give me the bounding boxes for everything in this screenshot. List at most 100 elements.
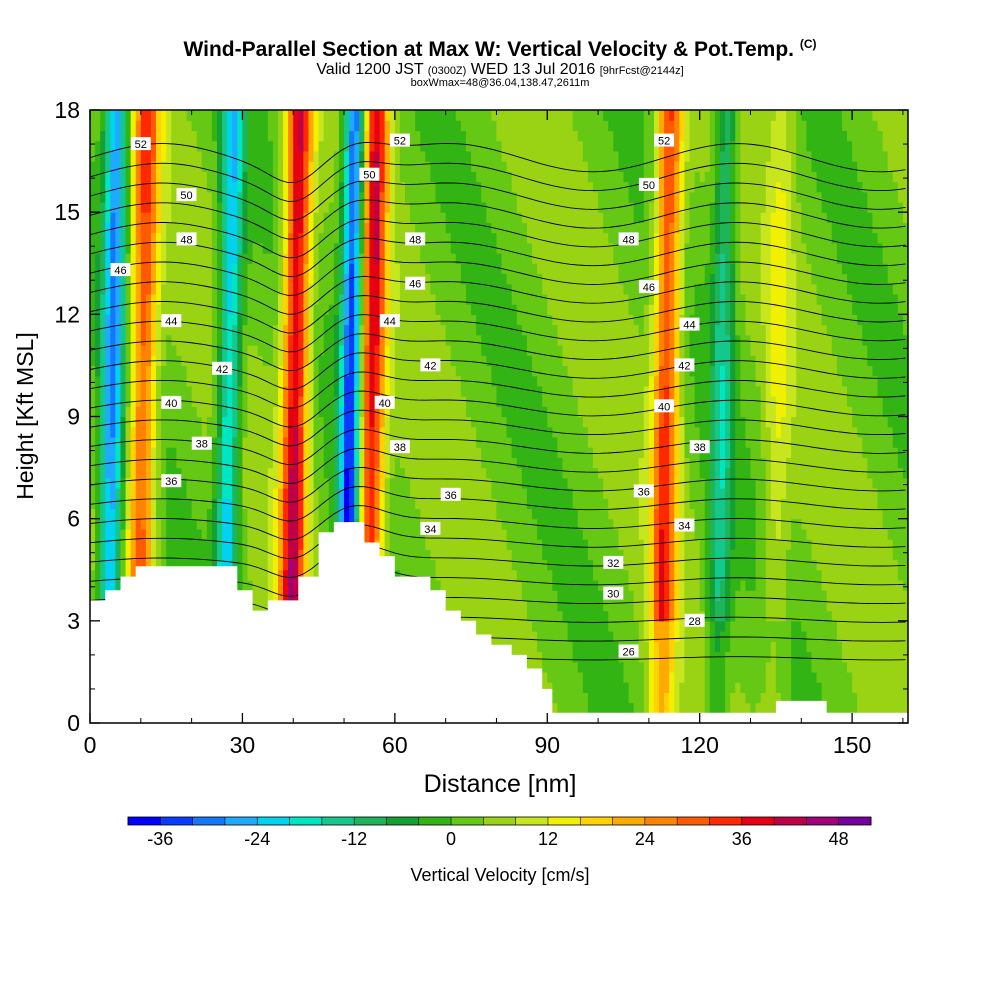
velocity-cell	[217, 273, 223, 285]
velocity-cell	[410, 406, 416, 418]
velocity-cell	[374, 508, 381, 520]
velocity-cell	[465, 447, 472, 458]
velocity-cell	[338, 467, 345, 479]
velocity-cell	[389, 304, 396, 315]
velocity-cell	[450, 242, 457, 254]
velocity-cell	[364, 273, 371, 285]
velocity-cell	[425, 477, 432, 489]
velocity-cell	[115, 283, 122, 295]
velocity-cell	[115, 375, 122, 387]
velocity-cell	[425, 232, 432, 244]
velocity-cell	[186, 365, 193, 377]
velocity-cell	[486, 110, 492, 121]
velocity-cell	[333, 222, 340, 234]
velocity-cell	[344, 447, 350, 458]
velocity-cell	[349, 283, 355, 295]
velocity-cell	[374, 447, 381, 458]
velocity-cell	[481, 120, 487, 132]
velocity-cell	[100, 344, 106, 356]
velocity-cell	[217, 406, 223, 418]
velocity-cell	[318, 508, 325, 520]
velocity-cell	[410, 447, 416, 458]
velocity-cell	[242, 232, 249, 244]
velocity-cell	[313, 396, 320, 407]
velocity-cell	[450, 304, 457, 315]
velocity-cell	[333, 406, 340, 418]
velocity-cell	[140, 334, 147, 346]
velocity-cell	[344, 467, 350, 479]
velocity-cell	[323, 508, 330, 520]
velocity-cell	[481, 140, 487, 152]
velocity-cell	[211, 293, 218, 305]
velocity-cell	[333, 314, 340, 326]
velocity-cell	[506, 457, 513, 469]
velocity-cell	[328, 355, 335, 367]
velocity-cell	[105, 498, 111, 510]
velocity-cell	[496, 528, 503, 540]
velocity-cell	[308, 477, 315, 489]
velocity-cell	[435, 232, 442, 244]
velocity-cell	[166, 273, 172, 285]
velocity-cell	[267, 467, 274, 479]
velocity-cell	[491, 181, 498, 193]
velocity-cell	[161, 467, 167, 479]
velocity-cell	[338, 375, 345, 387]
velocity-cell	[313, 569, 320, 581]
velocity-cell	[206, 549, 213, 561]
velocity-cell	[481, 161, 487, 172]
velocity-cell	[506, 579, 513, 591]
velocity-cell	[196, 242, 203, 254]
velocity-cell	[440, 457, 447, 469]
velocity-cell	[333, 498, 340, 510]
velocity-cell	[471, 201, 477, 213]
velocity-cell	[496, 150, 503, 162]
velocity-cell	[262, 528, 269, 540]
velocity-cell	[425, 130, 432, 142]
velocity-cell	[288, 396, 294, 407]
velocity-cell	[95, 396, 101, 407]
velocity-cell	[145, 365, 152, 377]
velocity-cell	[267, 201, 274, 213]
velocity-cell	[369, 508, 376, 520]
velocity-cell	[150, 488, 157, 499]
velocity-cell	[166, 253, 172, 264]
velocity-cell	[379, 528, 386, 540]
velocity-cell	[303, 365, 310, 377]
velocity-cell	[496, 191, 503, 203]
velocity-cell	[100, 549, 106, 561]
velocity-cell	[460, 518, 467, 530]
velocity-cell	[486, 324, 492, 336]
velocity-cell	[135, 559, 142, 571]
velocity-cell	[389, 375, 396, 387]
velocity-cell	[100, 590, 106, 601]
velocity-cell	[465, 242, 472, 254]
velocity-cell	[430, 201, 437, 213]
velocity-cell	[186, 467, 193, 479]
velocity-cell	[257, 396, 264, 407]
velocity-cell	[150, 344, 157, 356]
velocity-cell	[181, 181, 188, 193]
velocity-cell	[450, 283, 457, 295]
velocity-cell	[252, 579, 259, 591]
velocity-cell	[486, 508, 492, 520]
velocity-cell	[95, 314, 101, 326]
velocity-cell	[140, 130, 147, 142]
velocity-cell	[344, 324, 350, 336]
velocity-cell	[217, 539, 223, 550]
velocity-cell	[262, 477, 269, 489]
velocity-cell	[369, 161, 376, 172]
velocity-cell	[130, 365, 137, 377]
velocity-cell	[237, 488, 244, 499]
velocity-cell	[420, 334, 426, 346]
velocity-cell	[455, 385, 462, 397]
velocity-cell	[95, 549, 101, 561]
velocity-cell	[374, 120, 381, 132]
velocity-cell	[272, 385, 279, 397]
velocity-cell	[465, 579, 472, 591]
velocity-cell	[293, 467, 299, 479]
velocity-cell	[125, 426, 132, 438]
velocity-cell	[125, 344, 132, 356]
velocity-cell	[369, 273, 376, 285]
velocity-cell	[150, 212, 157, 223]
velocity-cell	[293, 253, 299, 264]
